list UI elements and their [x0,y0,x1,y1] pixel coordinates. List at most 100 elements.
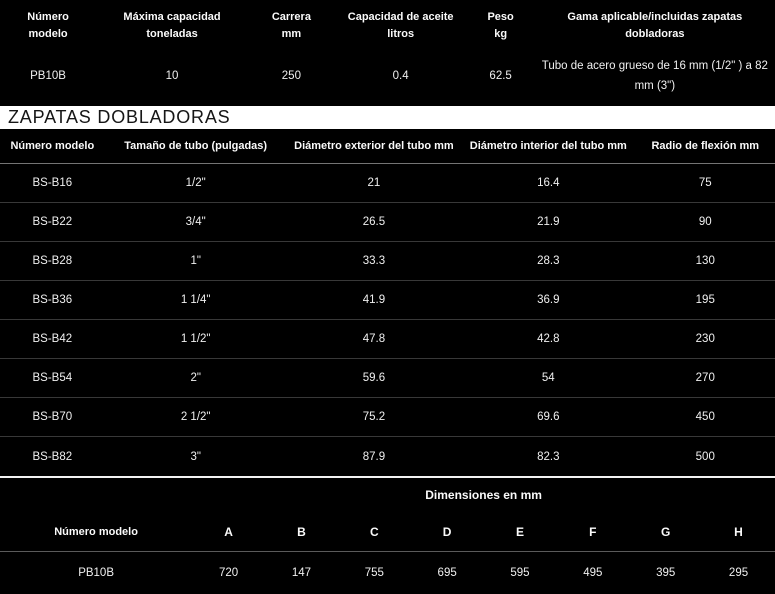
cell-model: BS-B82 [32,450,73,463]
dimensions-title: Dimensiones en mm [425,488,542,502]
dimensions-value-model: PB10B [78,567,114,579]
cell-size: 2" [190,372,201,384]
cell-id: 69.6 [537,411,560,423]
header-maxima-capacidad: Máxima capacidad toneladas [96,9,248,43]
table-row: BS-B70 2 1/2" 75.2 69.6 450 [0,398,775,437]
cell-od: 21 [367,177,381,189]
header-numero-modelo: Número modelo [0,9,96,43]
cell-size: 1 1/2" [180,333,211,345]
cell-radius: 500 [695,450,715,463]
dimension-value-e: 595 [510,567,530,579]
table-row: BS-B28 1" 33.3 28.3 130 [0,242,775,281]
cell-radius: 230 [695,333,715,345]
dimensions-separator-line [0,551,775,552]
cell-od: 87.9 [362,450,386,463]
cell-size: 1 1/4" [180,294,211,306]
cell-radius: 450 [695,411,715,423]
cell-model: BS-B42 [32,333,73,345]
cell-model: BS-B70 [32,411,73,423]
dimension-value-a: 720 [219,567,239,579]
cell-radius: 130 [695,255,715,267]
shoes-header-bend-radius: Radio de flexión mm [651,140,760,152]
dimensions-header-g: G [661,524,671,539]
dimension-value-d: 695 [437,567,457,579]
main-spec-header-row: Número modelo Máxima capacidad toneladas… [0,0,775,46]
cell-od: 59.6 [362,372,386,384]
value-max-capacity: 10 [165,70,179,82]
header-line: Capacidad de aceite [347,11,454,23]
cell-id: 16.4 [537,177,560,189]
header-line: toneladas [146,28,198,40]
dimensions-header-h: H [734,524,743,539]
dimensions-header-a: A [224,524,233,539]
dimension-value-f: 495 [583,567,603,579]
header-line: litros [387,28,415,40]
cell-id: 36.9 [537,294,560,306]
dimension-value-b: 147 [291,567,312,579]
cell-size: 3" [190,450,201,463]
header-line: dobladoras [625,28,685,40]
table-row: BS-B54 2" 59.6 54 270 [0,359,775,398]
cell-od: 41.9 [362,294,386,306]
dimensions-header-row: Número modelo A B C D E F G H [0,512,775,551]
header-line: Peso [487,11,514,23]
header-line: mm [281,28,302,40]
cell-model: BS-B22 [32,216,73,228]
shoes-table-header-row: Número modelo Tamaño de tubo (pulgadas) … [0,129,775,164]
shoes-header-model: Número modelo [10,140,95,152]
dimension-value-g: 395 [656,567,676,579]
cell-id: 82.3 [537,450,560,463]
dimensions-header-b: B [297,524,306,539]
header-line: Máxima capacidad [123,11,221,23]
dimensions-title-row: Dimensiones en mm [0,478,775,512]
value-applicable-range: Tubo de acero grueso de 16 mm (1/2" ) a … [535,56,775,96]
cell-radius: 75 [698,177,712,189]
cell-id: 28.3 [537,255,560,267]
cell-radius: 270 [695,372,715,384]
cell-id: 54 [541,372,555,384]
cell-id: 42.8 [537,333,560,345]
cell-model: BS-B54 [32,372,73,384]
dimensions-header-model: Número modelo [54,525,138,538]
cell-size: 1/2" [185,177,206,189]
value-model-number: PB10B [30,70,66,82]
cell-id: 21.9 [537,216,560,228]
dimensions-header-d: D [442,524,452,539]
header-line: Número [27,11,69,23]
cell-size: 3/4" [185,216,206,228]
table-row: BS-B22 3/4" 26.5 21.9 90 [0,203,775,242]
applicable-range-text: Tubo de acero grueso de 16 mm (1/2" ) a … [541,60,768,92]
cell-model: BS-B16 [32,177,73,189]
cell-od: 47.8 [362,333,386,345]
header-gama-aplicable: Gama aplicable/incluidas zapatas doblado… [535,9,775,43]
shoes-header-outer-diameter: Diámetro exterior del tubo mm [294,140,454,152]
header-peso: Peso kg [467,9,535,43]
table-row: BS-B36 1 1/4" 41.9 36.9 195 [0,281,775,320]
header-line: modelo [28,28,68,40]
main-spec-value-row: PB10B 10 250 0.4 62.5 Tubo de acero grue… [0,46,775,106]
cell-model: BS-B36 [32,294,73,306]
header-capacidad-aceite: Capacidad de aceite litros [335,9,467,43]
table-row: BS-B82 3" 87.9 82.3 500 [0,437,775,476]
header-carrera: Carrera mm [248,9,335,43]
dimensions-header-c: C [369,524,379,539]
dimensions-header-f: F [589,524,597,539]
section-divider-line [0,476,775,478]
shoes-header-inner-diameter: Diámetro interior del tubo mm [469,140,627,152]
value-oil-capacity: 0.4 [392,70,409,82]
value-weight: 62.5 [489,70,512,82]
table-row: BS-B16 1/2" 21 16.4 75 [0,164,775,203]
header-line: Carrera [271,11,311,23]
cell-od: 75.2 [362,411,386,423]
cell-od: 33.3 [362,255,386,267]
dimensions-header-e: E [515,524,524,539]
cell-size: 2 1/2" [180,411,211,423]
cell-model: BS-B28 [32,255,73,267]
cell-od: 26.5 [362,216,386,228]
section-heading-zapatas-dobladoras: ZAPATAS DOBLADORAS [0,106,775,129]
dimension-value-h: 295 [728,567,749,579]
value-stroke: 250 [281,70,301,82]
header-line: Gama aplicable/incluidas zapatas [567,11,743,23]
cell-size: 1" [190,255,201,267]
